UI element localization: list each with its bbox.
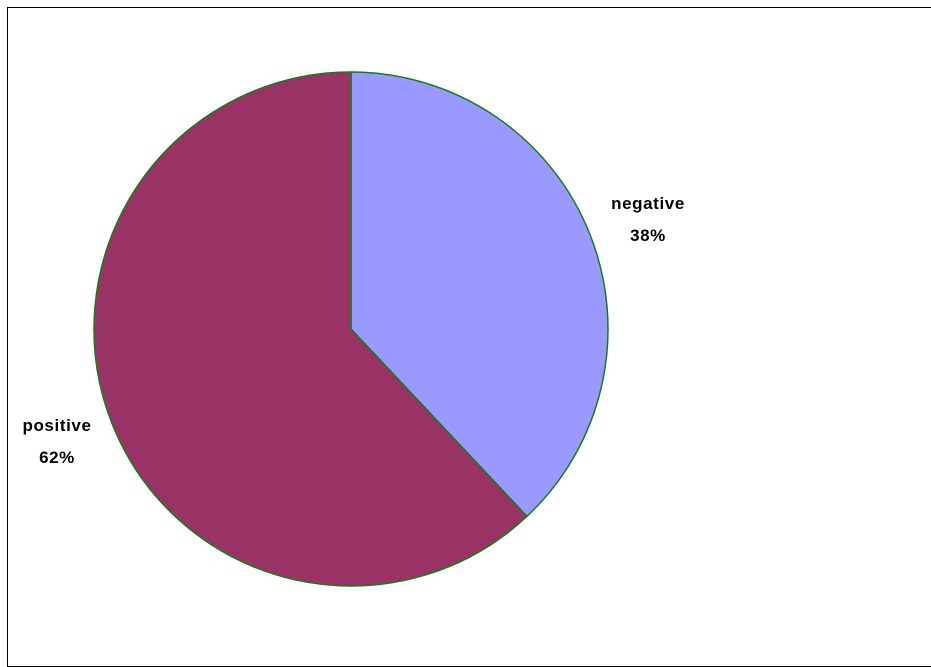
slice-label-positive: positive bbox=[22, 416, 91, 435]
pie-slice-negative bbox=[350, 71, 609, 518]
pie-slice-positive bbox=[93, 71, 528, 587]
pie-chart: negative 38% positive 62% bbox=[22, 71, 684, 587]
slice-percent-negative: 38% bbox=[630, 226, 666, 245]
pie-labels: negative 38% positive 62% bbox=[22, 194, 684, 467]
slice-label-negative: negative bbox=[611, 194, 685, 213]
pie-slices bbox=[93, 71, 609, 587]
slice-percent-positive: 62% bbox=[39, 448, 75, 467]
